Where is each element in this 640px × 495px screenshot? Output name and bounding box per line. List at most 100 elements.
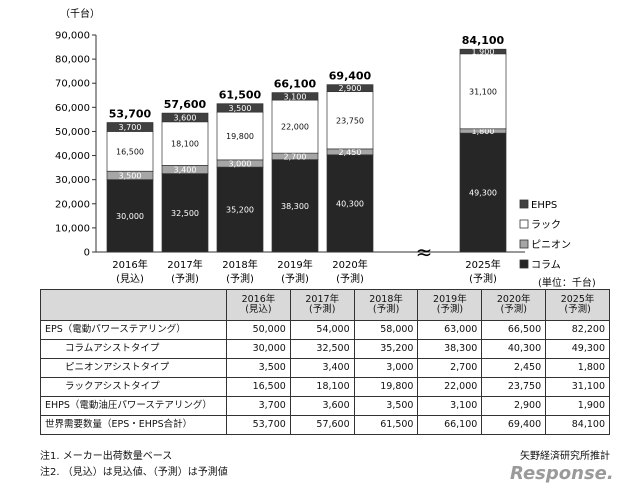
legend-label: EHPS xyxy=(531,200,557,211)
table-header-cell: 2020年 (予測) xyxy=(481,289,547,321)
table-cell: 54,000 xyxy=(289,320,355,340)
table-cell: 35,200 xyxy=(353,339,419,359)
table-cell: 82,200 xyxy=(545,320,610,340)
header-status: (見込) xyxy=(245,304,272,315)
segment-data-label: 2,700 xyxy=(284,152,307,161)
x-tick-label: 2019年 xyxy=(277,258,312,271)
header-year: 2017年 xyxy=(305,293,340,305)
note-2: 注2. （見込）は見込値、（予測）は予測値 xyxy=(40,467,228,478)
bar-segment xyxy=(106,179,154,253)
x-tick-label: 2017年 xyxy=(167,258,202,271)
segment-data-label: 3,500 xyxy=(119,171,142,180)
table-row: EHPS（電動油圧パワーステアリング） 3,700 3,600 3,500 3,100 2… xyxy=(40,396,610,416)
source-credit: 矢野経済研究所推計 xyxy=(520,451,610,462)
legend-label: ピニオン xyxy=(531,239,571,251)
x-axis-labels: 2016年(見込)2017年(予測)2018年(予測)2019年(予測)2020… xyxy=(112,258,500,285)
table-cell: 69,400 xyxy=(481,415,547,435)
segment-data-label: 3,000 xyxy=(229,160,252,169)
note-1: 注1. メーカー出荷数量ベース xyxy=(40,451,173,462)
bar-segment xyxy=(161,173,209,253)
segment-data-label: 32,500 xyxy=(171,209,199,218)
header-year: 2020年 xyxy=(496,293,531,305)
table-row: ピニオンアシストタイプ 3,500 3,400 3,000 2,700 2,450 1,80… xyxy=(40,358,610,378)
table-cell: 2,700 xyxy=(417,358,483,378)
segment-data-label: 30,000 xyxy=(116,212,144,221)
header-status: (予測) xyxy=(500,304,527,315)
y-tick-label: 30,000 xyxy=(55,175,90,186)
bar-segment xyxy=(106,131,154,172)
table-body: EPS（電動パワーステアリング） 50,000 54,000 58,000 63,000… xyxy=(40,320,610,435)
header-status: (予測) xyxy=(309,304,336,315)
segment-data-label: 38,300 xyxy=(281,202,309,211)
table-cell: 84,100 xyxy=(545,415,610,435)
y-axis-label: （千台） xyxy=(60,7,100,20)
header-year: 2019年 xyxy=(433,293,467,305)
watermark-logo: Response. xyxy=(510,463,614,484)
total-label: 57,600 xyxy=(164,98,207,111)
header-year: 2018年 xyxy=(369,293,403,305)
segment-data-label: 19,800 xyxy=(226,132,254,141)
segment-data-label: 2,900 xyxy=(339,84,362,93)
table-cell: 49,300 xyxy=(545,339,610,359)
segment-data-label: 31,100 xyxy=(469,87,497,96)
row-label: ラックアシストタイプ xyxy=(40,377,227,397)
table-cell: 30,000 xyxy=(226,339,291,359)
table-cell: 22,000 xyxy=(417,377,483,397)
table-row: ラックアシストタイプ 16,500 18,100 19,800 22,000 23,750… xyxy=(40,377,610,397)
y-tick-label: 20,000 xyxy=(55,199,90,210)
row-label: コラムアシストタイプ xyxy=(40,339,227,359)
segment-data-label: 18,100 xyxy=(171,140,199,149)
unit-note: (単位：千台) xyxy=(538,278,596,289)
table-cell: 3,500 xyxy=(226,358,291,378)
header-status: (予測) xyxy=(436,304,464,315)
table-cell: 32,500 xyxy=(289,339,355,359)
segment-data-label: 3,100 xyxy=(284,92,307,101)
bar-segment xyxy=(216,166,264,253)
total-label: 69,400 xyxy=(329,70,372,83)
y-tick-label: 80,000 xyxy=(55,55,90,66)
bar-segment xyxy=(271,159,319,253)
table-cell: 63,000 xyxy=(417,320,483,340)
row-label: EHPS（電動油圧パワーステアリング） xyxy=(40,396,227,416)
bar-segment xyxy=(271,99,319,154)
y-tick-label: 90,000 xyxy=(55,31,90,42)
header-status: (予測) xyxy=(372,304,400,315)
x-tick-sublabel: (予測) xyxy=(336,272,364,285)
bar-segment xyxy=(216,111,264,161)
table-row: コラムアシストタイプ 30,000 32,500 35,200 38,300 40,300… xyxy=(40,339,610,359)
table-cell: 3,000 xyxy=(353,358,419,378)
total-label: 53,700 xyxy=(109,108,152,121)
header-year: 2016年 xyxy=(241,293,276,305)
bars-group: 30,000 3,500 16,500 3,700 53,700 32,500 3,400 1… xyxy=(106,34,507,253)
segment-data-label: 35,200 xyxy=(226,206,254,215)
segment-data-label: 1,900 xyxy=(472,48,495,57)
legend-label: コラム xyxy=(531,259,561,271)
row-label: EPS（電動パワーステアリング） xyxy=(40,320,227,340)
stacked-bar-chart: （千台） 0 10,000 20,000 30,000 40,000 50,000 60,0… xyxy=(55,7,571,285)
table-cell: 3,400 xyxy=(289,358,355,378)
x-tick-label: 2025年 xyxy=(465,258,500,271)
table-cell: 23,750 xyxy=(481,377,547,397)
segment-data-label: 3,400 xyxy=(174,166,197,175)
table-header-cell: 2019年 (予測) xyxy=(417,289,483,321)
bar-segment xyxy=(326,84,374,93)
y-tick-label: 50,000 xyxy=(55,127,90,138)
axis-break-mark: ≈ xyxy=(416,240,433,264)
total-label: 61,500 xyxy=(219,89,262,102)
table-row: EPS（電動パワーステアリング） 50,000 54,000 58,000 63,000… xyxy=(40,320,610,340)
header-year: 2025年 xyxy=(560,293,595,305)
table-cell: 2,450 xyxy=(481,358,547,378)
x-tick-sublabel: (予測) xyxy=(171,272,199,285)
table-cell: 3,700 xyxy=(226,396,291,416)
segment-data-label: 22,000 xyxy=(281,123,309,132)
total-label: 66,100 xyxy=(274,78,317,91)
table-header-cell: 2018年 (予測) xyxy=(353,289,419,321)
table-cell: 1,800 xyxy=(545,358,610,378)
segment-data-label: 1,800 xyxy=(472,127,495,136)
table-cell: 61,500 xyxy=(353,415,419,435)
bar-segment xyxy=(216,103,264,113)
table-header-corner xyxy=(40,289,227,321)
segment-data-label: 3,500 xyxy=(229,104,252,113)
y-tick-label: 40,000 xyxy=(55,151,90,162)
